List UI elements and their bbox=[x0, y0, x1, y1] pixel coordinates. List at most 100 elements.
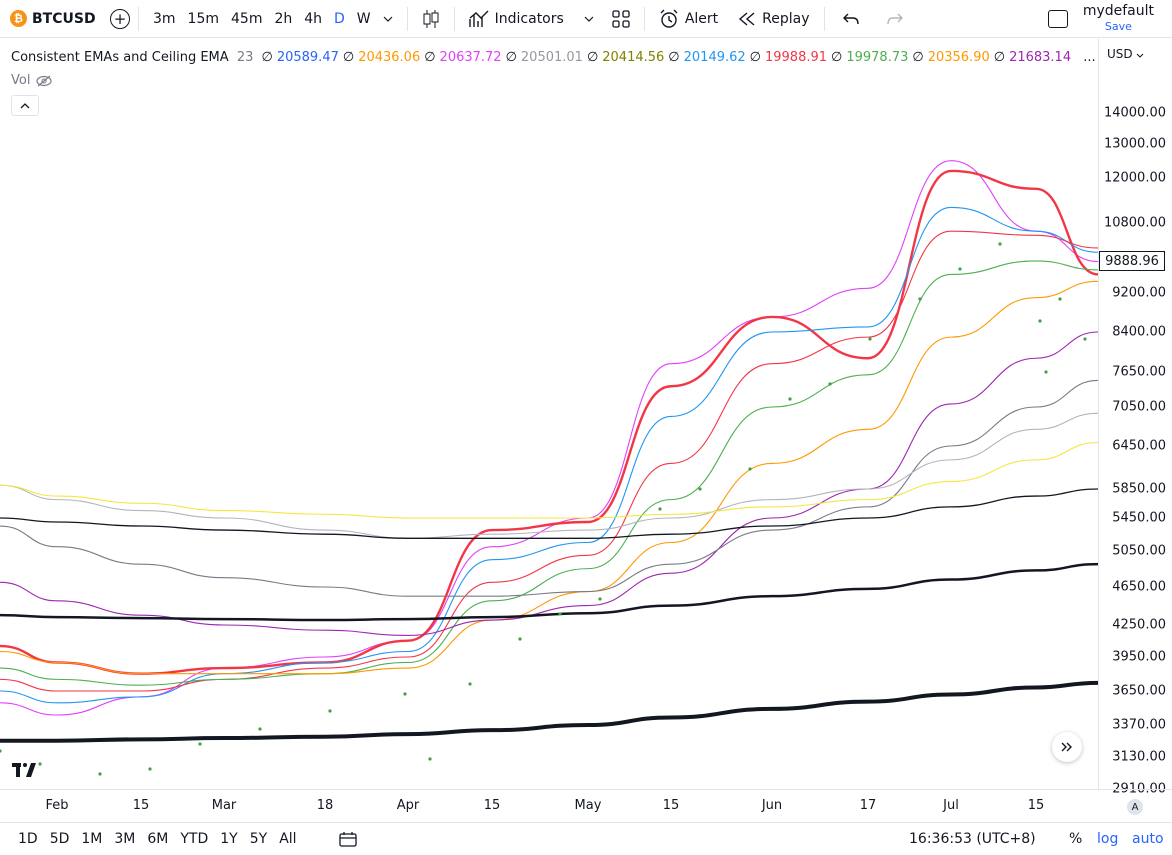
legend-null-icon: ∅ bbox=[424, 50, 436, 65]
time-tick: Jun bbox=[761, 798, 783, 813]
price-axis[interactable]: USD 14000.00 13000.00 12000.00 10800.00 9200… bbox=[1098, 39, 1172, 797]
price-chart[interactable] bbox=[0, 39, 1098, 789]
price-tick: 3950.00 bbox=[1112, 649, 1166, 665]
calendar-icon bbox=[338, 832, 357, 847]
legend-value: 20589.47 bbox=[276, 50, 339, 65]
eye-hidden-icon[interactable] bbox=[36, 75, 53, 87]
price-tick: 12000.00 bbox=[1103, 170, 1166, 186]
toolbar-divider bbox=[643, 6, 645, 31]
currency-selector[interactable]: USD bbox=[1107, 47, 1144, 61]
scroll-to-realtime-button[interactable] bbox=[1052, 732, 1082, 762]
ema-series-line bbox=[0, 260, 1098, 686]
signal-dot bbox=[998, 242, 1002, 246]
save-label: Save bbox=[1104, 20, 1132, 33]
interval-4h[interactable]: 4h bbox=[304, 10, 323, 27]
bitcoin-icon: ₿ bbox=[10, 10, 27, 27]
chevron-up-icon bbox=[20, 102, 30, 108]
signal-dot bbox=[1044, 370, 1048, 374]
range-5d[interactable]: 5D bbox=[49, 831, 70, 847]
redo-button[interactable] bbox=[881, 13, 909, 25]
price-tick: 5450.00 bbox=[1112, 510, 1166, 526]
signal-dot bbox=[98, 772, 102, 776]
indicator-legend[interactable]: Consistent EMAs and Ceiling EMA 23 ∅ 2058… bbox=[11, 50, 1098, 65]
redo-icon bbox=[886, 13, 903, 24]
interval-w[interactable]: W bbox=[356, 10, 371, 27]
layout-name: mydefault bbox=[1082, 3, 1154, 19]
alert-label: Alert bbox=[684, 10, 719, 27]
range-3m[interactable]: 3M bbox=[114, 831, 136, 847]
interval-45m[interactable]: 45m bbox=[231, 10, 263, 27]
top-toolbar: ₿ BTCUSD + 3m 15m 45m 2h 4h D W Indicators Ale… bbox=[0, 0, 1172, 38]
signal-dot bbox=[788, 397, 792, 401]
indicator-values: ∅ 20589.47 ∅ 20436.06 ∅ 20637.72 ∅ 20501.01 ∅ 204… bbox=[262, 50, 1076, 65]
indicator-length: 23 bbox=[236, 50, 254, 65]
vol-label: Vol bbox=[11, 73, 31, 88]
undo-button[interactable] bbox=[837, 13, 865, 25]
alarm-clock-icon bbox=[660, 9, 678, 28]
collapse-legend-button[interactable] bbox=[11, 95, 39, 116]
ema-series-line bbox=[0, 442, 1098, 519]
legend-null-icon: ∅ bbox=[993, 50, 1006, 65]
chart-pane[interactable]: Consistent EMAs and Ceiling EMA 23 ∅ 2058… bbox=[0, 39, 1098, 789]
ema-series-line bbox=[0, 230, 1098, 692]
signal-dot bbox=[1083, 337, 1087, 341]
auto-scale-button[interactable]: A bbox=[1127, 799, 1143, 815]
legend-value: 20356.90 bbox=[927, 50, 990, 65]
signal-dot bbox=[598, 597, 602, 601]
price-tick: 6450.00 bbox=[1112, 438, 1166, 454]
double-chevron-right-icon bbox=[1061, 742, 1072, 752]
interval-d[interactable]: D bbox=[334, 10, 345, 27]
signal-dot bbox=[918, 297, 922, 301]
legend-value: 19978.73 bbox=[846, 50, 909, 65]
time-axis[interactable]: Feb 15 Mar 18 Apr 15 May 15 Jun 17 Jul 15 A bbox=[0, 789, 1172, 821]
percent-toggle[interactable]: % bbox=[1069, 831, 1083, 847]
chevron-down-icon[interactable] bbox=[584, 16, 594, 22]
layouts-button[interactable] bbox=[606, 9, 636, 28]
legend-null-icon: ∅ bbox=[668, 50, 680, 65]
symbol-name: BTCUSD bbox=[32, 10, 96, 27]
grid-layout-icon bbox=[612, 9, 630, 28]
range-5y[interactable]: 5Y bbox=[249, 831, 268, 847]
volume-legend[interactable]: Vol bbox=[11, 73, 53, 88]
range-1m[interactable]: 1M bbox=[81, 831, 103, 847]
range-6m[interactable]: 6M bbox=[147, 831, 169, 847]
chevron-down-icon bbox=[1137, 53, 1144, 58]
undo-icon bbox=[842, 13, 859, 24]
ema-series-line bbox=[0, 379, 1098, 597]
ema-series-line bbox=[0, 412, 1098, 539]
legend-null-icon: ∅ bbox=[505, 50, 517, 65]
interval-2h[interactable]: 2h bbox=[274, 10, 293, 27]
price-tick: 13000.00 bbox=[1103, 136, 1166, 152]
symbol-search[interactable]: ₿ BTCUSD bbox=[0, 0, 96, 38]
toolbar-divider bbox=[823, 6, 825, 31]
replay-button[interactable]: Replay bbox=[732, 11, 815, 27]
timezone-clock[interactable]: 16:36:53 (UTC+8) bbox=[909, 831, 1036, 847]
interval-group: 3m 15m 45m 2h 4h D W bbox=[147, 0, 377, 38]
interval-dropdown-button[interactable] bbox=[377, 16, 399, 22]
indicators-button[interactable]: Indicators bbox=[463, 10, 600, 28]
log-toggle[interactable]: log bbox=[1097, 831, 1119, 847]
auto-toggle[interactable]: auto bbox=[1132, 831, 1164, 847]
signal-dot bbox=[518, 637, 522, 641]
compare-add-icon[interactable]: + bbox=[110, 8, 130, 29]
signal-dot bbox=[698, 487, 702, 491]
price-tick: 14000.00 bbox=[1103, 105, 1166, 121]
signal-dot bbox=[658, 507, 662, 511]
toolbar-divider bbox=[138, 6, 139, 31]
layout-checkbox-icon[interactable] bbox=[1048, 10, 1068, 28]
alert-button[interactable]: Alert bbox=[653, 9, 724, 29]
range-1y[interactable]: 1Y bbox=[220, 831, 238, 847]
chart-type-button[interactable] bbox=[416, 9, 446, 29]
signal-dot bbox=[558, 612, 562, 616]
layout-save-menu[interactable]: mydefault Save bbox=[1083, 4, 1154, 34]
time-tick: Jul bbox=[943, 798, 959, 813]
interval-3m[interactable]: 3m bbox=[153, 10, 176, 27]
time-tick: Apr bbox=[396, 798, 420, 813]
range-ytd[interactable]: YTD bbox=[180, 831, 209, 847]
interval-15m[interactable]: 15m bbox=[187, 10, 219, 27]
go-to-date-button[interactable] bbox=[333, 831, 363, 847]
indicators-label: Indicators bbox=[494, 10, 564, 27]
range-all[interactable]: All bbox=[279, 831, 297, 847]
range-1d[interactable]: 1D bbox=[18, 831, 38, 847]
signal-dot bbox=[868, 337, 872, 341]
